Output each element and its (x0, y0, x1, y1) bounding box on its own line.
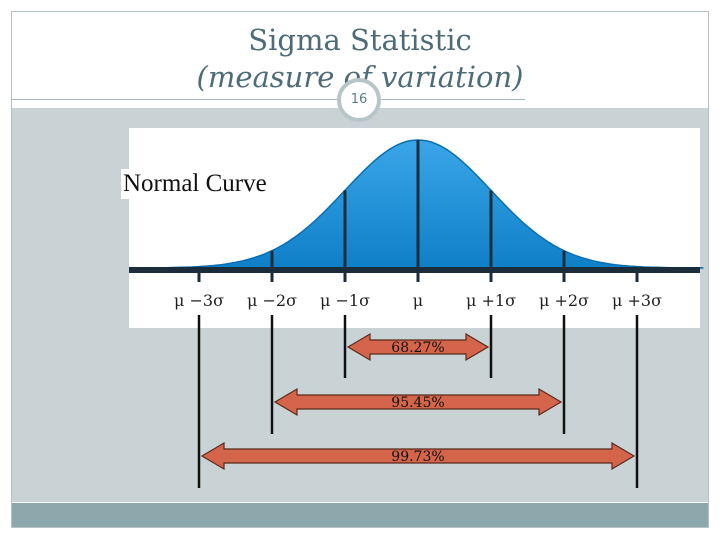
footer-band (12, 503, 708, 527)
slide-title: Sigma Statistic (248, 23, 472, 57)
sigma-label: μ −2σ (247, 291, 297, 310)
range-arrows: 68.27% 95.45% 99.73% (200, 332, 636, 471)
sigma-label: μ −3σ (174, 291, 224, 310)
range-arrow (200, 441, 636, 471)
range-percent-label: 99.73% (391, 449, 444, 465)
slide-number: 16 (337, 78, 381, 122)
sigma-label: μ (413, 291, 423, 310)
title-divider (12, 99, 525, 100)
sigma-label: μ +3σ (612, 291, 662, 310)
range-percent-label: 68.27% (391, 340, 444, 356)
range-arrow (273, 387, 563, 417)
curve-baseline (129, 267, 700, 273)
range-arrow (346, 332, 490, 362)
sigma-label: μ +2σ (539, 291, 589, 310)
sigma-label: μ +1σ (466, 291, 516, 310)
sigma-curve-ticks (197, 140, 639, 282)
sigma-label: μ −1σ (320, 291, 370, 310)
slide-frame (11, 11, 709, 528)
sigma-drop-lines (197, 315, 639, 488)
range-percent-label: 95.45% (391, 395, 444, 411)
sigma-labels: μ −3σ μ −2σ μ −1σ μ μ +1σ μ +2σ μ +3σ (174, 291, 662, 310)
normal-curve-label: Normal Curve (121, 169, 269, 199)
